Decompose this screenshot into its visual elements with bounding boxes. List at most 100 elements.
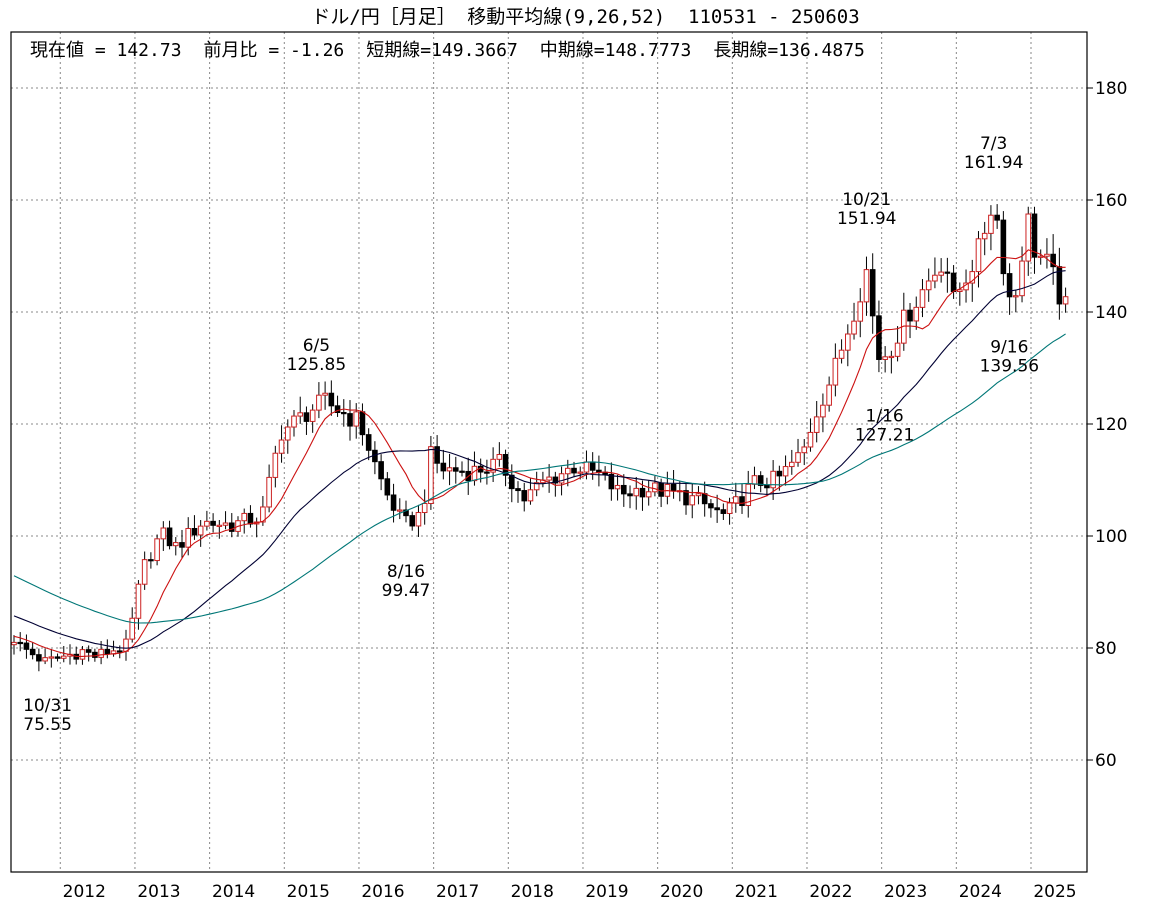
y-tick-label-80: 80: [1095, 639, 1117, 659]
candle-up: [1062, 296, 1069, 305]
candle-up: [272, 452, 279, 478]
candle-down: [1006, 273, 1013, 298]
short-ma-value: 短期線=149.3667: [366, 40, 518, 61]
candle-down: [434, 446, 440, 464]
x-tick-label-2019: 2019: [585, 882, 628, 902]
candle-up: [471, 465, 478, 482]
plot-frame: [10, 31, 1088, 873]
candle-up: [614, 484, 621, 490]
y-tick-label-60: 60: [1095, 751, 1117, 771]
candle-down: [994, 214, 1000, 221]
annotation-date-2: 8/16: [387, 562, 425, 582]
ma-mid-line: [13, 270, 1066, 649]
candle-down: [210, 520, 216, 526]
candle-down: [552, 476, 559, 484]
candle-up: [645, 491, 652, 498]
candle-down: [869, 269, 876, 317]
candle-up: [863, 269, 870, 303]
candle-down: [1050, 253, 1056, 268]
y-axis-ticks: 60 80 100 120 140 160 180: [1087, 79, 1127, 771]
x-tick-label-2024: 2024: [959, 882, 1002, 902]
candle-down: [390, 494, 397, 511]
candle-up: [633, 487, 640, 497]
candle-down: [228, 522, 235, 532]
candle-down: [670, 483, 677, 492]
candle-down: [54, 656, 61, 659]
y-tick-label-120: 120: [1095, 415, 1127, 435]
candle-down: [23, 642, 30, 650]
candle-down: [907, 309, 913, 322]
y-tick-label-100: 100: [1095, 527, 1127, 547]
candle-down: [303, 412, 310, 422]
candle-up: [546, 476, 552, 481]
annotation-value-1: 125.85: [287, 355, 346, 375]
candle-down: [739, 496, 745, 507]
candle-down: [757, 475, 764, 486]
candle-up: [969, 271, 976, 284]
candle-up: [266, 476, 272, 508]
candle-up: [913, 306, 920, 322]
candle-down: [876, 315, 882, 360]
candle-down: [409, 515, 416, 527]
candle-up: [222, 522, 229, 526]
ma-short-line: [13, 249, 1066, 657]
candle-down: [571, 467, 577, 474]
candle-up: [490, 458, 496, 473]
candle-up: [795, 452, 801, 463]
candle-down: [708, 503, 714, 509]
candle-up: [98, 648, 104, 658]
candle-down: [720, 509, 727, 514]
candle-up: [396, 509, 403, 512]
candle-up: [789, 461, 795, 468]
annotation-value-3: 127.21: [855, 426, 914, 446]
x-tick-label-2021: 2021: [735, 882, 778, 902]
candle-down: [459, 470, 465, 473]
candle-up: [925, 280, 932, 291]
candle-down: [589, 461, 596, 471]
candle-up: [123, 638, 129, 652]
candle-down: [620, 484, 627, 495]
candle-down: [515, 488, 521, 492]
candle-up: [172, 542, 179, 547]
candle-up: [770, 470, 776, 489]
candle-up: [751, 475, 758, 485]
candle-down: [403, 509, 409, 517]
candle-down: [116, 650, 123, 653]
candle-up: [160, 527, 167, 540]
x-tick-label-2017: 2017: [436, 882, 479, 902]
candle-up: [1019, 260, 1025, 297]
candle-down: [328, 392, 335, 407]
candle-down: [85, 649, 92, 653]
candle-up: [79, 649, 86, 660]
candle-up: [241, 512, 248, 522]
candle-down: [179, 542, 185, 548]
candle-up: [216, 524, 223, 527]
y-tick-label-180: 180: [1095, 79, 1127, 99]
candle-up: [60, 655, 67, 659]
candle-up: [185, 528, 192, 548]
candle-down: [950, 272, 957, 293]
candle-up: [988, 214, 994, 234]
candle-down: [440, 462, 447, 472]
candle-up: [48, 656, 55, 659]
candle-down: [365, 434, 372, 451]
candle-up: [11, 641, 17, 646]
candle-up: [353, 411, 360, 427]
candle-down: [658, 482, 664, 497]
candle-up: [204, 520, 210, 527]
candle-up: [888, 355, 895, 359]
candle-down: [1031, 213, 1038, 258]
candle-up: [975, 238, 982, 273]
x-tick-label-2015: 2015: [287, 882, 330, 902]
x-tick-label-2020: 2020: [660, 882, 703, 902]
annotation-date-6: 9/16: [990, 337, 1028, 357]
candle-up: [291, 415, 297, 428]
candle-up: [421, 502, 428, 514]
candle-down: [776, 470, 783, 477]
candle-down: [384, 478, 391, 496]
candle-up: [894, 342, 901, 357]
x-tick-label-2014: 2014: [212, 882, 255, 902]
candle-down: [29, 648, 36, 656]
candle-up: [845, 333, 851, 351]
candle-up: [820, 404, 826, 418]
